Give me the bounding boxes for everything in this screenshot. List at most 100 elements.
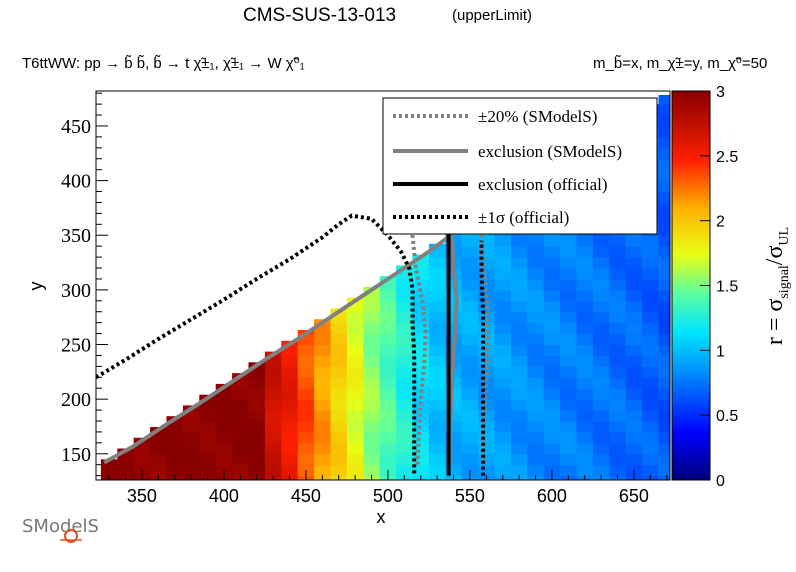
heatmap-cell bbox=[363, 322, 381, 335]
heatmap-cell bbox=[494, 344, 512, 356]
x-axis-title: x bbox=[377, 507, 386, 527]
heatmap-cell bbox=[281, 388, 299, 400]
heatmap-cell bbox=[330, 388, 348, 400]
heatmap-cell bbox=[461, 300, 479, 313]
heatmap-cell bbox=[330, 344, 348, 356]
heatmap-cell bbox=[527, 377, 545, 389]
smodels-logo-icon bbox=[64, 529, 78, 543]
heatmap-cell bbox=[658, 104, 670, 116]
heatmap-cell bbox=[379, 300, 397, 313]
heatmap-cell bbox=[461, 410, 479, 422]
heatmap-cell bbox=[658, 475, 670, 480]
heatmap-cell bbox=[396, 464, 414, 477]
heatmap-cell bbox=[543, 399, 561, 411]
heatmap-cell bbox=[248, 399, 266, 411]
heatmap-cell bbox=[363, 410, 381, 422]
heatmap-cell bbox=[346, 453, 364, 466]
heatmap-cell bbox=[199, 399, 217, 411]
heatmap-cell bbox=[658, 95, 670, 105]
heatmap-cell bbox=[658, 333, 670, 346]
heatmap-cell bbox=[363, 366, 381, 378]
heatmap-cell bbox=[166, 453, 184, 466]
heatmap-cell bbox=[346, 366, 364, 378]
heatmap-cell bbox=[560, 333, 578, 346]
heatmap-cell bbox=[264, 453, 282, 466]
heatmap-cell bbox=[346, 464, 364, 477]
heatmap-cell bbox=[150, 453, 168, 466]
heatmap-cell bbox=[281, 442, 299, 455]
heatmap-cell bbox=[658, 115, 670, 127]
heatmap-cell bbox=[330, 431, 348, 444]
heatmap-cell bbox=[494, 399, 512, 411]
heatmap-cell bbox=[396, 311, 414, 324]
heatmap-cell bbox=[658, 311, 670, 324]
heatmap-cell bbox=[314, 453, 332, 466]
heatmap-cell bbox=[396, 410, 414, 422]
heatmap-cell bbox=[445, 453, 463, 466]
smodels-logo: SModelS bbox=[22, 516, 99, 543]
heatmap-cell bbox=[379, 377, 397, 389]
heatmap-cell bbox=[363, 453, 381, 466]
heatmap-cell bbox=[461, 399, 479, 411]
heatmap-cell bbox=[461, 453, 479, 466]
heatmap-cell bbox=[658, 257, 670, 269]
heatmap-cell bbox=[609, 289, 627, 302]
heatmap-cell bbox=[642, 399, 660, 411]
heatmap-cell bbox=[527, 246, 545, 258]
heatmap-cell bbox=[166, 442, 184, 455]
heatmap-cell bbox=[560, 421, 578, 433]
heatmap-cell bbox=[560, 246, 578, 258]
heatmap-cell bbox=[478, 333, 496, 346]
heatmap-cell bbox=[478, 311, 496, 324]
heatmap-cell bbox=[428, 268, 446, 280]
heatmap-cell bbox=[182, 410, 200, 422]
heatmap-cell bbox=[609, 421, 627, 433]
heatmap-cell bbox=[264, 399, 282, 411]
heatmap-cell bbox=[510, 421, 528, 433]
heatmap-cell bbox=[330, 399, 348, 411]
heatmap-cell bbox=[232, 410, 250, 422]
heatmap-cell bbox=[658, 355, 670, 367]
heatmap-cell bbox=[412, 268, 430, 280]
heatmap-cell bbox=[248, 377, 266, 389]
heatmap-cell bbox=[363, 442, 381, 455]
heatmap-cell bbox=[510, 322, 528, 335]
heatmap-cell bbox=[445, 421, 463, 433]
heatmap-cell bbox=[609, 442, 627, 455]
heatmap-cell bbox=[428, 355, 446, 367]
x-tick-label: 600 bbox=[537, 486, 567, 506]
heatmap-cell bbox=[330, 322, 348, 335]
heatmap-cell bbox=[215, 399, 233, 411]
heatmap-cell bbox=[592, 322, 610, 335]
heatmap-cell bbox=[510, 300, 528, 313]
heatmap-cell bbox=[527, 311, 545, 324]
heatmap-cell bbox=[494, 464, 512, 477]
heatmap-cell bbox=[510, 289, 528, 302]
heatmap-cell bbox=[461, 355, 479, 367]
heatmap-cell bbox=[576, 388, 594, 400]
heatmap-cell bbox=[510, 344, 528, 356]
heatmap-cell bbox=[379, 410, 397, 422]
heatmap-cell bbox=[527, 464, 545, 477]
heatmap-cell bbox=[592, 257, 610, 269]
y-tick-label: 150 bbox=[61, 444, 91, 466]
heatmap-cell bbox=[576, 410, 594, 422]
heatmap-cell bbox=[527, 322, 545, 335]
heatmap-cell bbox=[560, 366, 578, 378]
heatmap-cell bbox=[264, 388, 282, 400]
heatmap-cell bbox=[658, 377, 670, 389]
heatmap-cell bbox=[494, 410, 512, 422]
colorbar-tick-label: 0.5 bbox=[716, 408, 738, 425]
chart-title: CMS-SUS-13-013 bbox=[243, 5, 396, 26]
heatmap-cell bbox=[642, 431, 660, 444]
heatmap-cell bbox=[248, 453, 266, 466]
heatmap-cell bbox=[445, 388, 463, 400]
heatmap-cell bbox=[592, 344, 610, 356]
heatmap-cell bbox=[232, 431, 250, 444]
heatmap-cell bbox=[396, 322, 414, 335]
heatmap-cell bbox=[609, 300, 627, 313]
colorbar-tick-label: 3 bbox=[716, 84, 725, 101]
heatmap-cell bbox=[625, 300, 643, 313]
heatmap-cell bbox=[215, 410, 233, 422]
heatmap-cell bbox=[248, 366, 266, 378]
